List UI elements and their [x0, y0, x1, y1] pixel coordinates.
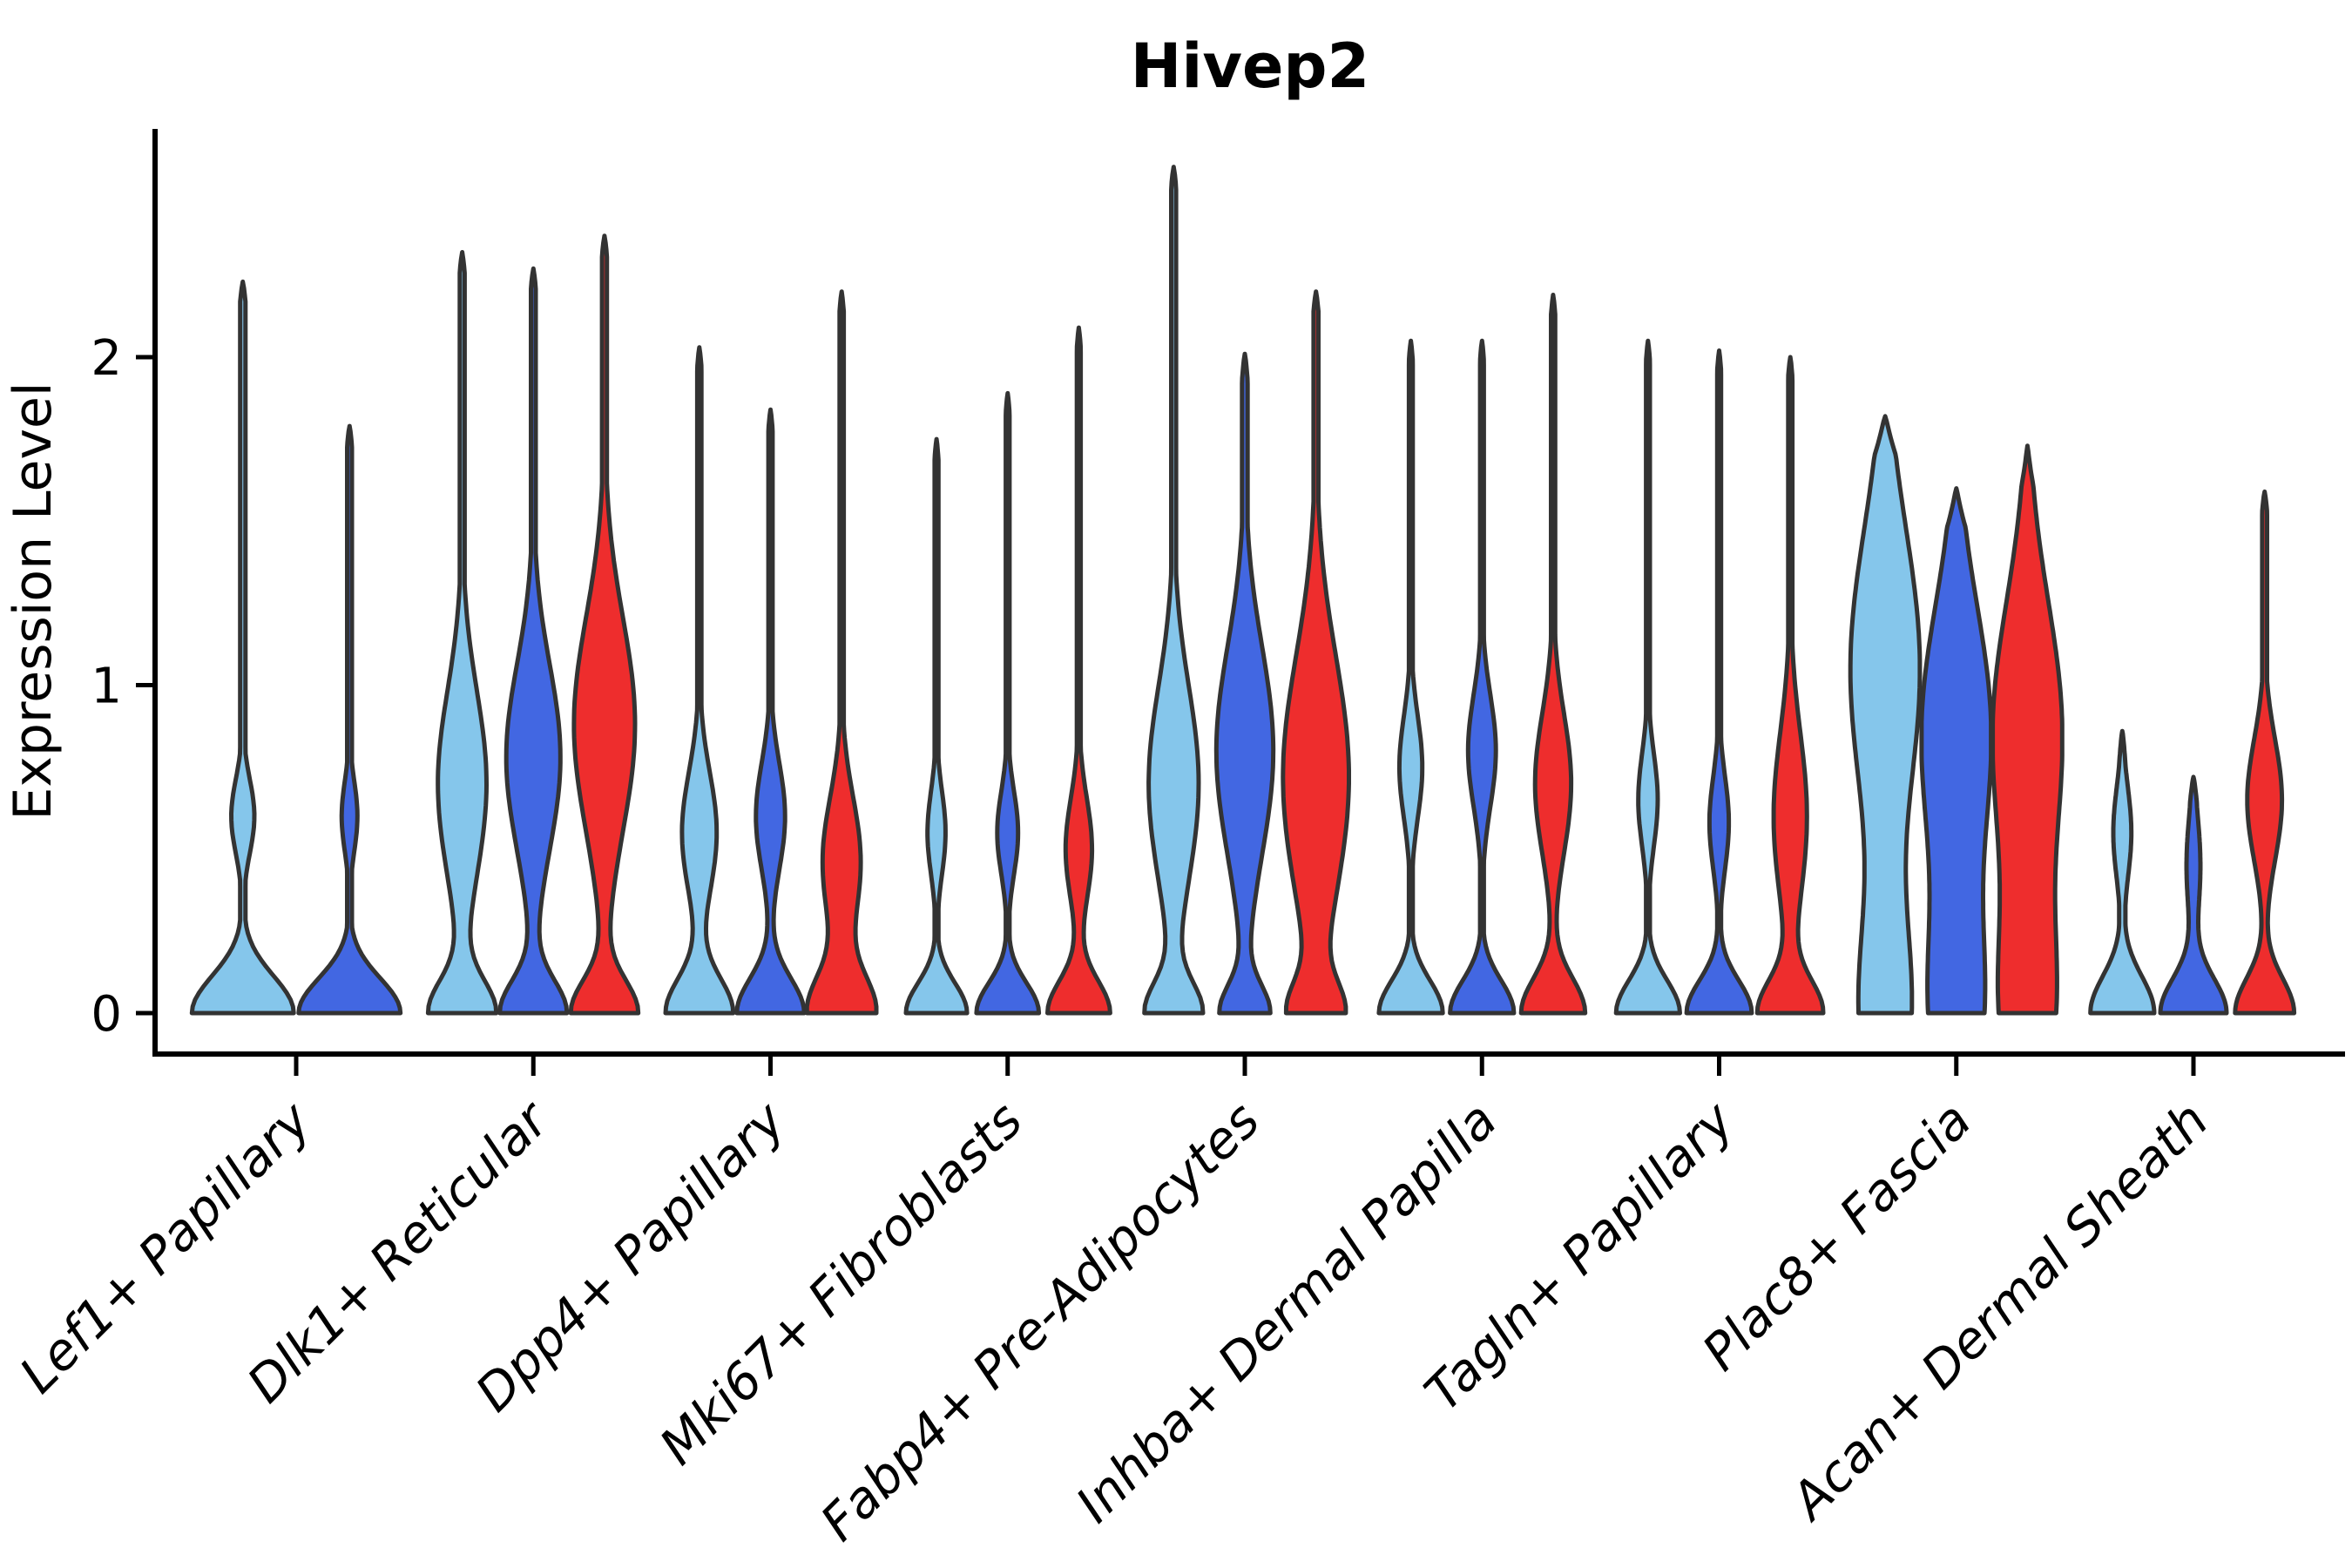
violin-acan-dermal-sheath-royal_blue	[2158, 774, 2229, 1016]
x-tick-label: Fabp4+ Pre-Adipocytes	[809, 1091, 1271, 1552]
violin-plac8-fascia-royal_blue	[1919, 486, 1994, 1016]
violin-fabp4-pre-adipocytes-red	[1281, 289, 1351, 1016]
violin-acan-dermal-sheath-red	[2233, 489, 2297, 1016]
violin-mki67-fibroblasts-red	[1045, 325, 1112, 1016]
violin-inhba-dermal-papilla-light_blue	[1376, 338, 1445, 1016]
y-tick-label: 2	[91, 330, 122, 387]
axes-layer	[136, 129, 2345, 1076]
violin-acan-dermal-sheath-light_blue	[2088, 728, 2157, 1016]
x-tick-label: Inhba+ Dermal Papilla	[1064, 1091, 1508, 1534]
y-tick-label: 1	[91, 659, 122, 715]
violin-fabp4-pre-adipocytes-light_blue	[1142, 165, 1206, 1016]
violin-fabp4-pre-adipocytes-royal_blue	[1213, 351, 1276, 1016]
x-tick-label: Acan+ Dermal Sheath	[1777, 1091, 2220, 1533]
violin-dlk1-reticular-light_blue	[425, 250, 499, 1016]
violin-tagln-papillary-red	[1754, 355, 1826, 1016]
violin-dlk1-reticular-royal_blue	[497, 266, 570, 1016]
y-axis-label: Expression Level	[3, 382, 64, 820]
violin-mki67-fibroblasts-light_blue	[903, 436, 970, 1016]
violin-tagln-papillary-royal_blue	[1684, 348, 1754, 1016]
violin-lef1-papillary-light_blue	[189, 279, 296, 1016]
violin-plac8-fascia-red	[1990, 443, 2065, 1016]
violin-inhba-dermal-papilla-royal_blue	[1448, 338, 1517, 1016]
violin-inhba-dermal-papilla-red	[1518, 293, 1588, 1016]
violin-dlk1-reticular-red	[568, 233, 641, 1016]
violin-dpp4-papillary-red	[804, 289, 879, 1016]
violin-dpp4-papillary-royal_blue	[734, 407, 807, 1016]
violin-tagln-papillary-light_blue	[1613, 338, 1682, 1016]
violins-layer	[189, 165, 2297, 1016]
violin-lef1-papillary-royal_blue	[296, 423, 403, 1016]
violin-mki67-fibroblasts-royal_blue	[974, 390, 1042, 1016]
violin-plac8-fascia-light_blue	[1848, 414, 1923, 1016]
violin-dpp4-papillary-light_blue	[663, 345, 736, 1016]
y-tick-label: 0	[91, 986, 122, 1043]
chart-title: Hivep2	[1131, 30, 1370, 102]
